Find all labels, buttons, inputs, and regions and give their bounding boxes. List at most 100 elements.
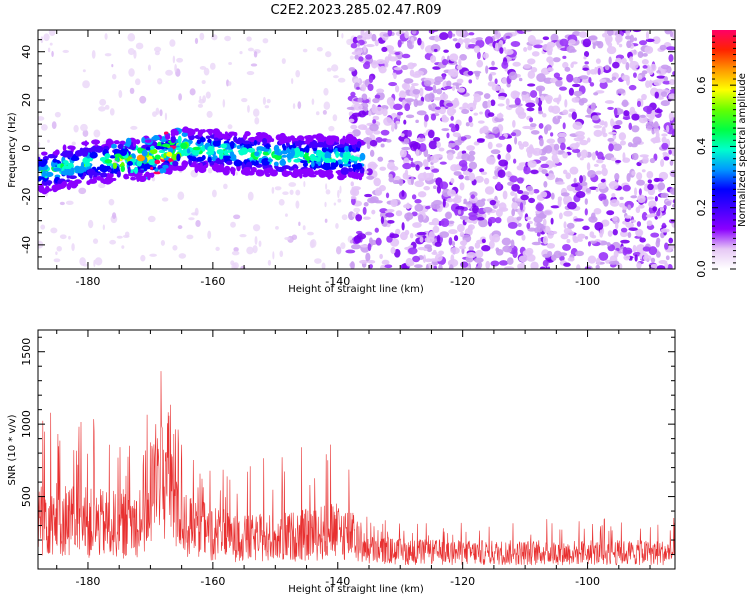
- spectrogram-noise-blob: [586, 162, 591, 171]
- spectrogram-speckle: [112, 212, 117, 219]
- spectrogram-noise-blob: [510, 239, 515, 249]
- spectrogram-signal-blob: [256, 169, 260, 175]
- spectrogram-speckle: [71, 243, 75, 252]
- figure-title: C2E2.2023.285.02.47.R09: [270, 3, 441, 18]
- spectrogram-speckle: [151, 176, 156, 182]
- spectrogram-noise-blob: [600, 178, 606, 183]
- spectrogram-noise-blob: [356, 233, 367, 240]
- spectrogram-noise-blob: [348, 118, 355, 123]
- spectrogram-speckle: [109, 108, 115, 116]
- spectrogram-noise-blob: [467, 224, 475, 230]
- spectrogram-signal-blob: [116, 170, 121, 178]
- colorbar-label: Normalized spectral amplitude: [737, 73, 748, 227]
- spectrogram-noise-blob: [547, 230, 554, 239]
- spectrogram-signal-blob: [253, 139, 258, 146]
- spectrogram-noise-blob: [622, 184, 631, 192]
- spectrogram-noise-blob: [350, 261, 355, 269]
- spectrogram-speckle: [331, 64, 339, 72]
- spectrogram-noise-blob: [397, 39, 402, 48]
- spectrogram-signal-blob: [324, 152, 332, 160]
- spectrogram-noise-blob: [350, 91, 356, 97]
- spectrogram-speckle: [139, 95, 147, 104]
- snr-x-ticks: -180 -160 -140 -120 -100: [56, 330, 651, 588]
- spectrogram-noise-blob: [612, 216, 618, 222]
- spectrogram-noise-blob: [434, 106, 441, 110]
- spectrogram-signal-blob: [274, 148, 280, 154]
- spectrogram-speckle: [325, 183, 328, 190]
- spectrogram-speckle: [324, 201, 327, 208]
- spectrogram-signal-blob: [207, 138, 212, 144]
- spectrogram-noise-blob: [503, 47, 507, 52]
- spectrogram-noise-blob: [563, 221, 567, 229]
- spectrogram-noise-blob: [641, 59, 649, 65]
- spectrogram-speckle: [135, 42, 144, 50]
- spectrogram-noise-blob: [655, 239, 660, 248]
- spectrogram-noise-blob: [668, 54, 674, 63]
- spectrogram-signal-blob: [337, 147, 347, 153]
- spectrogram-speckle: [252, 108, 260, 117]
- spectrogram-noise-blob: [429, 55, 437, 63]
- spectrogram-speckle: [54, 111, 61, 118]
- spectrogram-signal-blob: [164, 133, 171, 140]
- spectrogram-noise-blob: [431, 168, 440, 173]
- spectrogram-noise-blob: [511, 201, 518, 211]
- spectrogram-noise-blob: [606, 210, 615, 216]
- spectrogram-noise-blob: [568, 108, 576, 113]
- spectrogram-noise-blob: [573, 218, 584, 222]
- spectrogram-noise-blob: [579, 157, 584, 161]
- spectrogram-noise-blob: [482, 52, 489, 59]
- spectrogram-noise-blob: [571, 111, 577, 120]
- spectrogram-noise-blob: [553, 72, 561, 79]
- spectrogram-noise-blob: [388, 82, 398, 87]
- spectrogram-noise-blob: [528, 144, 534, 153]
- spectrogram-noise-blob: [508, 71, 518, 81]
- spectrogram-noise-blob: [395, 228, 401, 235]
- spectrogram-noise-blob: [541, 169, 548, 175]
- spectrogram-noise-blob: [432, 225, 440, 234]
- spectrogram-noise-blob: [417, 191, 427, 198]
- spectrogram-noise-blob: [542, 43, 552, 51]
- spectrogram-noise-blob: [527, 45, 533, 51]
- spectrogram-noise-blob: [485, 134, 496, 140]
- spectrogram-noise-blob: [438, 263, 443, 269]
- spectrogram-noise-blob: [517, 189, 524, 194]
- spectrogram-noise-blob: [542, 113, 547, 118]
- spectrogram-noise-blob: [617, 186, 622, 191]
- spectrogram-signal-blob: [188, 155, 193, 161]
- spectrogram-noise-blob: [631, 152, 639, 161]
- spectrogram-signal-blob: [359, 152, 366, 161]
- spectrogram-signal-blob: [104, 153, 111, 159]
- spectrogram-noise-blob: [490, 260, 500, 267]
- spectrogram-noise-blob: [595, 170, 603, 175]
- spectrogram-noise-blob: [504, 49, 514, 55]
- spectrogram-noise-blob: [379, 253, 383, 260]
- spectrogram-noise-blob: [419, 134, 425, 139]
- spectrogram-speckle: [159, 109, 163, 117]
- spectrogram-signal-blob: [170, 132, 176, 137]
- spectrogram-noise-blob: [566, 238, 571, 244]
- spectrogram-noise-blob: [558, 212, 563, 220]
- spectrogram-noise-blob: [468, 172, 476, 182]
- spectrogram-noise-blob: [575, 250, 584, 257]
- spectrogram-noise-blob: [571, 97, 580, 103]
- spectrogram-speckle: [79, 257, 86, 266]
- spectrogram-speckle: [55, 251, 58, 256]
- spectrogram-noise-blob: [657, 96, 664, 100]
- snr-frame: [37, 329, 676, 570]
- spectrogram-speckle: [80, 123, 88, 132]
- spectrogram-x-ticks: -180 -160 -140 -120 -100: [56, 30, 651, 288]
- spectrogram-y-tick-label: 40: [20, 45, 33, 59]
- spectrogram-noise-blob: [487, 81, 496, 87]
- spectrogram-noise-blob: [410, 157, 414, 162]
- spectrogram-speckle: [129, 87, 135, 94]
- spectrogram-noise-blob: [603, 198, 609, 207]
- spectrogram-noise-blob: [425, 205, 431, 210]
- spectrogram-noise-blob: [663, 156, 670, 161]
- spectrogram-noise-blob: [357, 97, 363, 103]
- spectrogram-noise-blob: [587, 35, 598, 41]
- spectrogram-noise-blob: [433, 265, 437, 269]
- spectrogram-noise-blob: [628, 84, 637, 91]
- spectrogram-signal-blob: [180, 142, 188, 149]
- spectrogram-noise-blob: [668, 112, 674, 121]
- spectrogram-noise-blob: [660, 64, 670, 70]
